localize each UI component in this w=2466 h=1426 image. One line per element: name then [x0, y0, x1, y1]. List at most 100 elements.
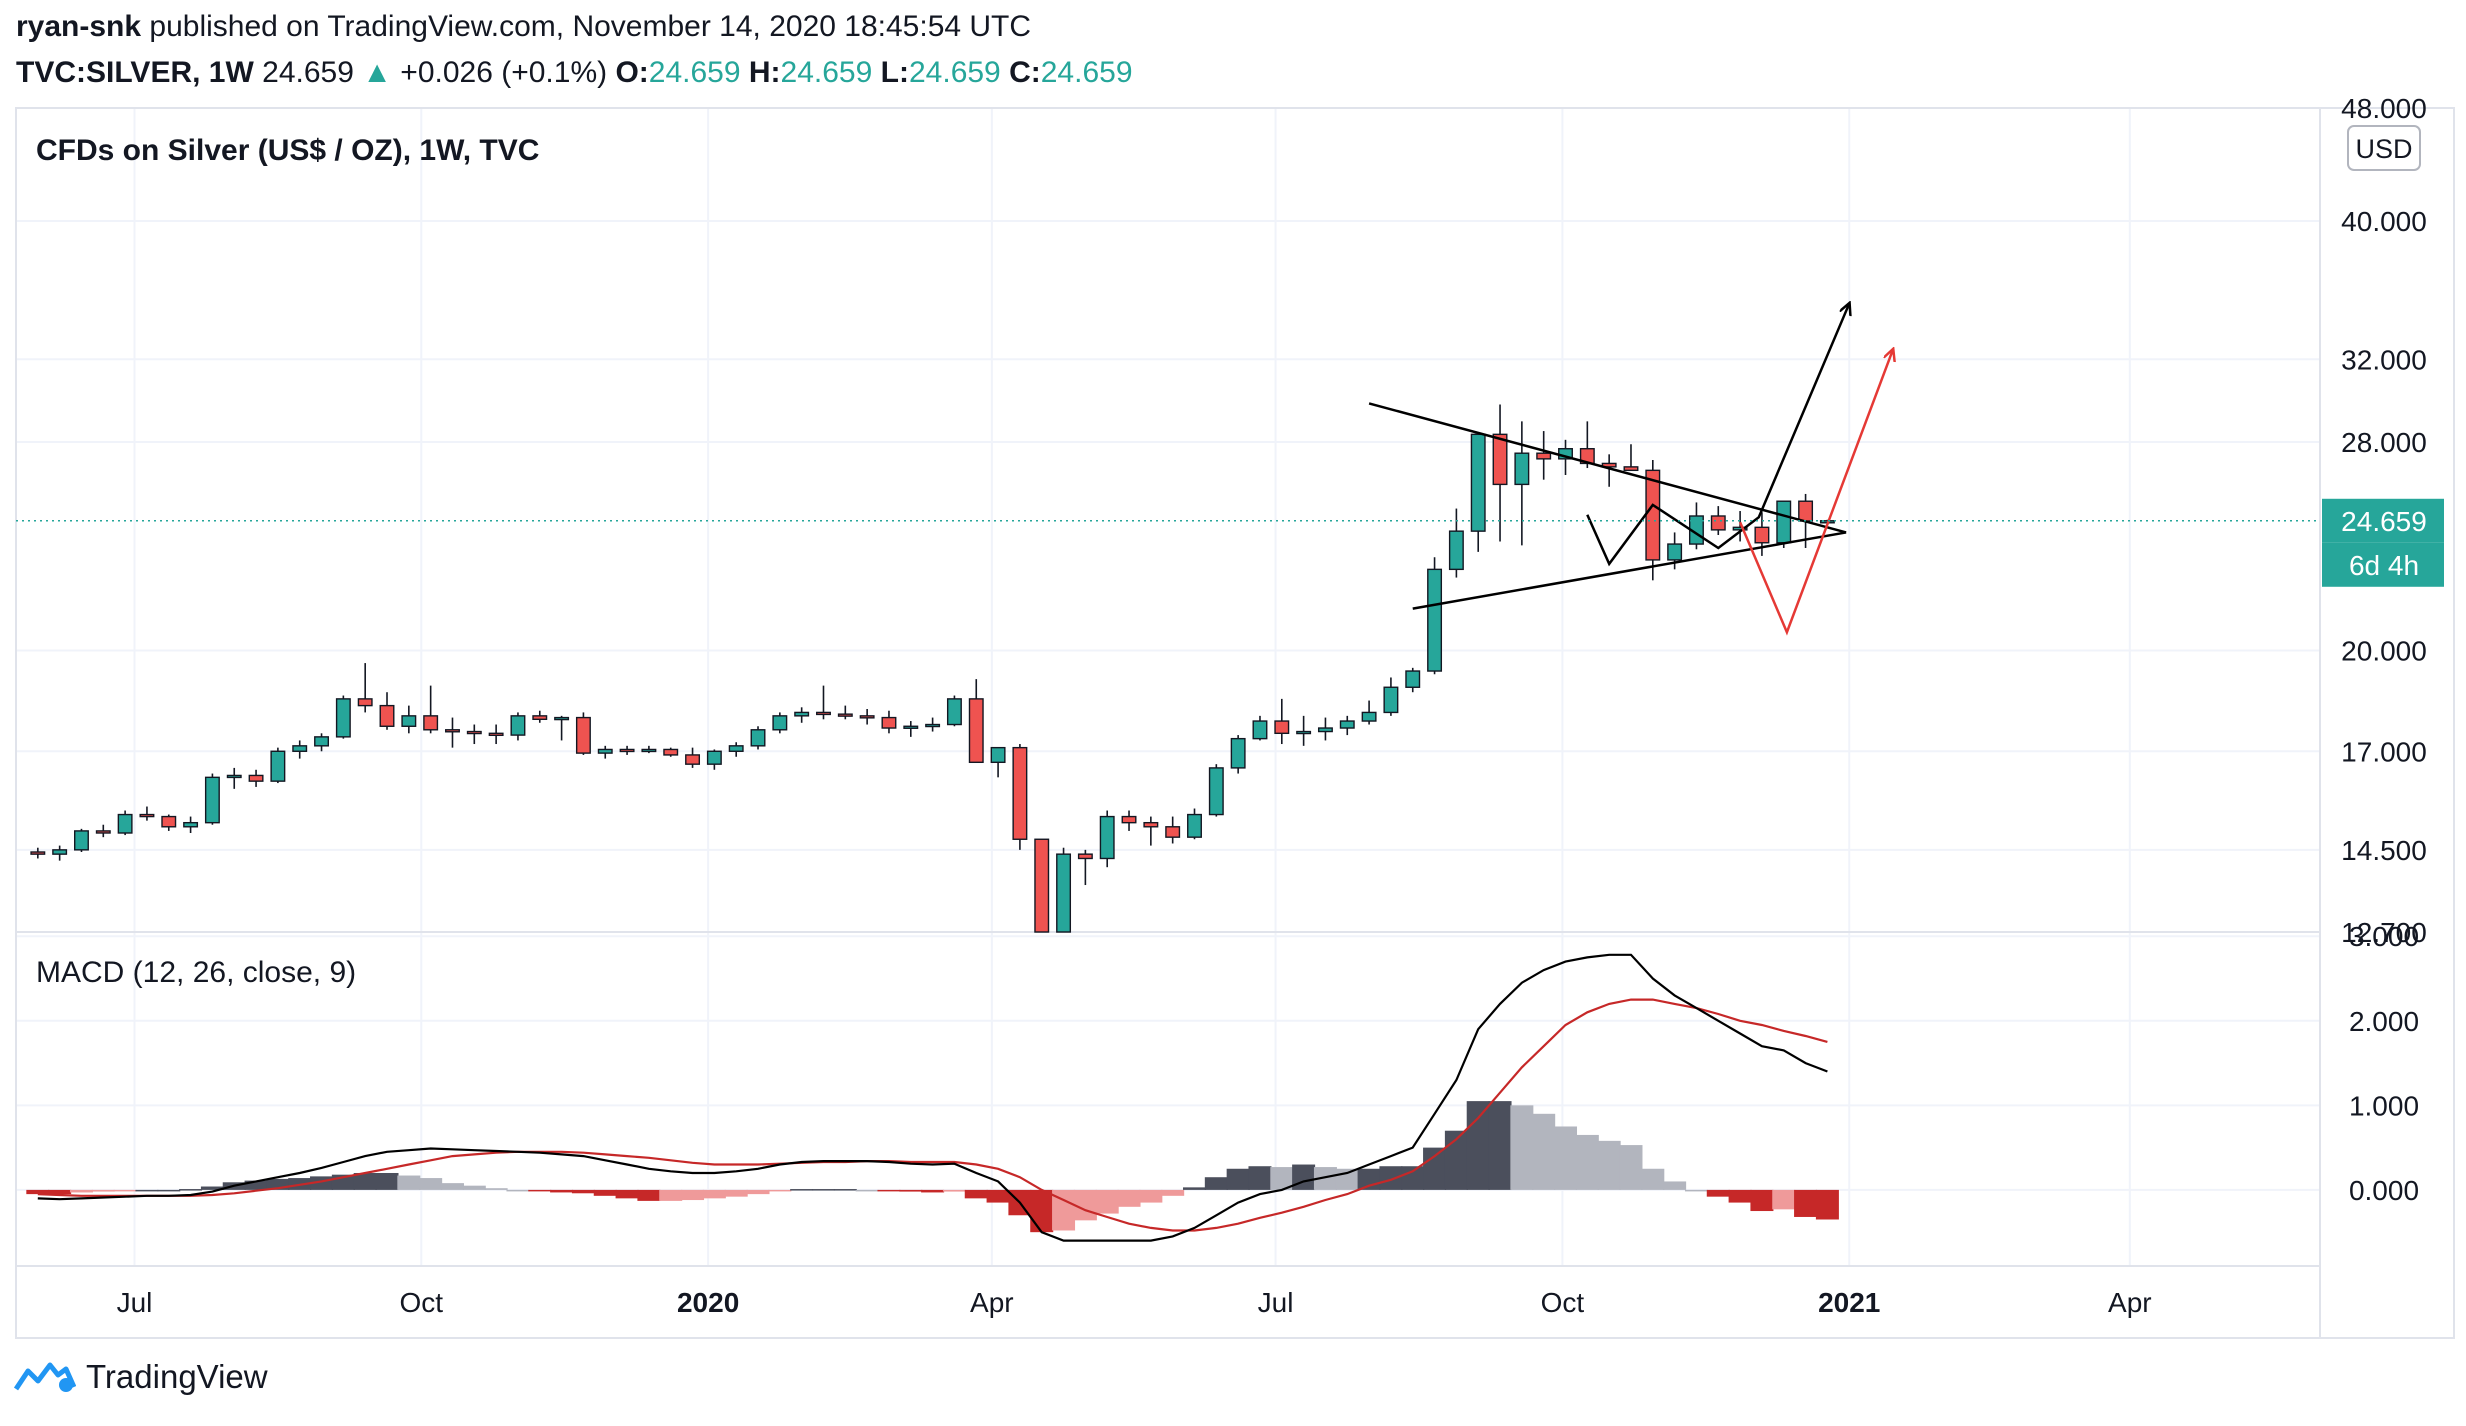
macd-bar: [1663, 1181, 1687, 1190]
macd-bar: [1248, 1166, 1272, 1190]
macd-bar: [1292, 1164, 1316, 1190]
macd-bar: [48, 1189, 72, 1195]
time-tick-label: Apr: [970, 1287, 1014, 1318]
candle: [1208, 764, 1224, 817]
time-tick-label: 2021: [1818, 1287, 1880, 1318]
macd-bar: [550, 1189, 574, 1193]
candle-body: [292, 745, 308, 752]
candle-body: [1601, 462, 1617, 468]
candle: [641, 745, 657, 754]
candle: [423, 685, 439, 734]
macd-bar: [528, 1189, 552, 1192]
candle-body: [859, 715, 875, 719]
candle-body: [881, 716, 897, 729]
candle-body: [52, 849, 68, 855]
macd-bar: [1139, 1189, 1163, 1203]
candle-body: [1077, 853, 1093, 860]
macd-bar: [375, 1172, 399, 1190]
macd-tick-label: 2.000: [2349, 1006, 2419, 1037]
footer-branding[interactable]: TradingView: [14, 1358, 268, 1396]
candle: [488, 724, 504, 745]
candle-body: [1143, 821, 1159, 828]
candle-body: [619, 748, 635, 753]
author-name[interactable]: ryan-snk: [16, 10, 142, 43]
projection-path: [1738, 350, 1893, 636]
candle: [990, 746, 1006, 778]
candle: [575, 712, 591, 755]
candle: [1274, 698, 1290, 745]
time-tick-label: 2020: [677, 1287, 739, 1318]
price-change: +0.026 (+0.1%): [400, 56, 608, 89]
candle-body: [1645, 469, 1661, 561]
candle-body: [990, 746, 1006, 764]
macd-bar: [768, 1189, 792, 1192]
currency-button[interactable]: USD: [2347, 125, 2421, 171]
candle: [74, 828, 89, 852]
candle-body: [554, 716, 570, 721]
candle: [1383, 677, 1399, 716]
signal-line: [37, 998, 1828, 1232]
candle-body: [1034, 838, 1050, 933]
publish-info: ryan-snk published on TradingView.com, N…: [16, 10, 1031, 44]
candle-body: [1099, 815, 1115, 860]
macd-bar: [1532, 1113, 1556, 1190]
candle: [1012, 744, 1028, 850]
candle: [1056, 847, 1072, 933]
price-tick-label: 17.000: [2341, 736, 2427, 767]
macd-bar: [899, 1189, 923, 1192]
price-axis[interactable]: 40.000 32.000 28.000 20.000 17.000 14.500 48.0…: [2341, 93, 2427, 948]
candle-body: [903, 725, 919, 729]
candle: [903, 721, 919, 737]
last-price-tag: 24.659 6d 4h: [2322, 498, 2444, 587]
candle-body: [837, 713, 853, 717]
candle: [1514, 421, 1530, 546]
candle-body: [30, 851, 46, 855]
candle: [357, 663, 373, 713]
candle-body: [1165, 826, 1181, 838]
candle-body: [1121, 815, 1137, 824]
symbol-legend: TVC:SILVER, 1W 24.659 ▲ +0.026 (+0.1%) O…: [16, 56, 1133, 90]
candle-body: [1667, 543, 1683, 561]
candle-body: [270, 750, 286, 782]
symbol-name: TVC:SILVER, 1W: [16, 56, 254, 89]
macd-bar: [113, 1189, 137, 1192]
candle-body: [1383, 686, 1399, 714]
candle: [1187, 808, 1202, 840]
candle-body: [95, 830, 111, 834]
candle: [1317, 717, 1333, 741]
candle: [314, 733, 330, 752]
drawing-annotations[interactable]: [1368, 304, 1893, 636]
macd-bar: [1575, 1134, 1599, 1190]
macd-bar: [200, 1186, 224, 1190]
candle-body: [1427, 568, 1443, 672]
chart-frame: [15, 107, 2455, 1339]
time-axis[interactable]: Jul Oct 2020 Apr Jul Oct 2021 Apr: [117, 1287, 2152, 1318]
macd-bar: [593, 1189, 617, 1196]
trendline: [1368, 402, 1847, 534]
candle: [859, 709, 875, 725]
candle: [1230, 735, 1246, 774]
candle: [1754, 512, 1770, 556]
candle: [139, 806, 155, 821]
macd-bar: [1073, 1189, 1097, 1221]
candle: [510, 712, 526, 741]
macd-axis[interactable]: 3.000 2.000 1.000 0.000: [2349, 921, 2419, 1206]
candle-body: [706, 750, 722, 765]
candle: [379, 692, 395, 730]
candle-body: [445, 729, 460, 733]
candle-body: [357, 698, 373, 707]
price-tick-label: 20.000: [2341, 636, 2427, 667]
candle-body: [1296, 730, 1312, 735]
grid: [16, 108, 2320, 1266]
macd-bar: [1161, 1189, 1185, 1196]
close-label: C:: [1009, 56, 1041, 89]
macd-bar: [681, 1189, 705, 1201]
candle-body: [117, 813, 133, 834]
candle: [968, 679, 984, 764]
candle-body: [1230, 737, 1246, 769]
candle-body: [1361, 711, 1377, 722]
candle-body: [532, 715, 548, 721]
macd-bar: [615, 1189, 639, 1199]
price-tick-label-partial: 48.000: [2341, 93, 2427, 124]
